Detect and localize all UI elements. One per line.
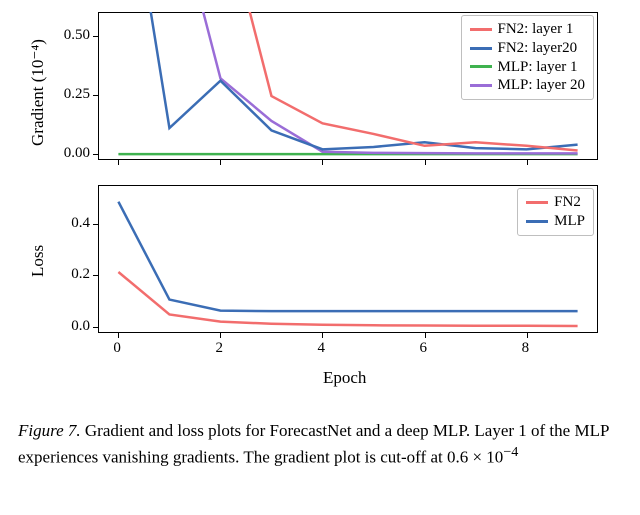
legend-label: FN2: layer20 xyxy=(498,39,578,58)
legend-label: MLP: layer 20 xyxy=(498,76,586,95)
ytick-label: 0.2 xyxy=(71,266,90,283)
xtick-label: 6 xyxy=(420,340,428,357)
xtick xyxy=(425,160,426,165)
loss-plot: FN2MLP xyxy=(98,185,598,333)
xtick-label: 2 xyxy=(215,340,223,357)
caption-body: Gradient and loss plots for ForecastNet … xyxy=(18,421,609,467)
xtick-label: 0 xyxy=(113,340,121,357)
ytick xyxy=(93,36,98,37)
xtick xyxy=(322,160,323,165)
xtick xyxy=(118,160,119,165)
legend-item: FN2: layer20 xyxy=(470,39,586,58)
ytick xyxy=(93,154,98,155)
xtick-label: 4 xyxy=(317,340,325,357)
legend-label: FN2 xyxy=(554,193,581,212)
figure-caption: Figure 7. Gradient and loss plots for Fo… xyxy=(18,420,622,470)
ytick-label: 0.25 xyxy=(64,86,90,103)
legend-label: FN2: layer 1 xyxy=(498,20,574,39)
legend-item: MLP xyxy=(526,212,585,231)
xtick-label: 8 xyxy=(522,340,530,357)
ytick xyxy=(93,224,98,225)
x-axis-label: Epoch xyxy=(323,368,366,388)
gradient-ylabel: Gradient (10⁻⁴) xyxy=(28,39,48,146)
gradient-plot: FN2: layer 1FN2: layer20MLP: layer 1MLP:… xyxy=(98,12,598,160)
legend-swatch xyxy=(470,65,492,68)
figure-number: Figure 7. xyxy=(18,421,81,440)
legend-item: FN2 xyxy=(526,193,585,212)
xtick xyxy=(118,333,119,338)
legend-label: MLP xyxy=(554,212,585,231)
legend-top: FN2: layer 1FN2: layer20MLP: layer 1MLP:… xyxy=(461,15,595,100)
loss-ylabel: Loss xyxy=(28,245,48,277)
legend-item: MLP: layer 20 xyxy=(470,76,586,95)
ytick xyxy=(93,327,98,328)
ytick-label: 0.4 xyxy=(71,215,90,232)
legend-bot: FN2MLP xyxy=(517,188,594,236)
legend-item: MLP: layer 1 xyxy=(470,58,586,77)
xtick xyxy=(425,333,426,338)
xtick xyxy=(322,333,323,338)
legend-swatch xyxy=(470,84,492,87)
series-line xyxy=(118,272,577,326)
xtick xyxy=(220,160,221,165)
xtick xyxy=(527,333,528,338)
ytick xyxy=(93,275,98,276)
ytick-label: 0.50 xyxy=(64,27,90,44)
figure-7: FN2: layer 1FN2: layer20MLP: layer 1MLP:… xyxy=(0,0,640,515)
legend-item: FN2: layer 1 xyxy=(470,20,586,39)
legend-label: MLP: layer 1 xyxy=(498,58,578,77)
legend-swatch xyxy=(470,28,492,31)
caption-sup: −4 xyxy=(503,444,518,460)
series-line xyxy=(118,202,577,311)
ytick xyxy=(93,95,98,96)
ytick-label: 0.0 xyxy=(71,318,90,335)
legend-swatch xyxy=(526,201,548,204)
xtick xyxy=(220,333,221,338)
legend-swatch xyxy=(526,220,548,223)
xtick xyxy=(527,160,528,165)
ytick-label: 0.00 xyxy=(64,145,90,162)
legend-swatch xyxy=(470,47,492,50)
